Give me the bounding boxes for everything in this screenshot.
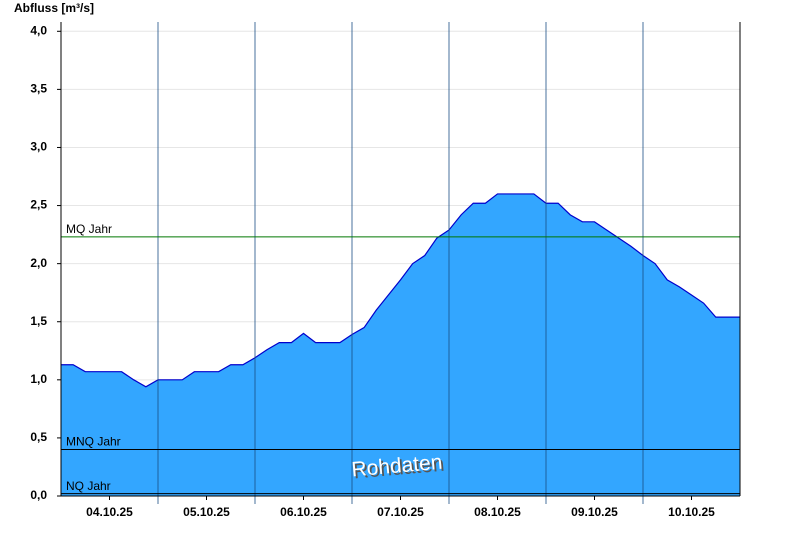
area (61, 193, 740, 497)
y-tick-label: 0,0 (30, 488, 47, 502)
y-tick-label: 1,5 (30, 314, 47, 328)
y-tick-label: 0,5 (30, 430, 47, 444)
y-tick-label: 4,0 (30, 23, 47, 37)
chart-title: Abfluss [m³/s] (14, 1, 94, 15)
y-tick-label: 3,0 (30, 140, 47, 154)
x-tick-label: 08.10.25 (474, 505, 521, 519)
x-tick-label: 10.10.25 (668, 505, 715, 519)
reference-label: NQ Jahr (66, 479, 111, 493)
y-tick-label: 1,0 (30, 372, 47, 386)
line (61, 193, 740, 388)
reference-label: MNQ Jahr (66, 435, 121, 449)
x-tick-label: 05.10.25 (183, 505, 230, 519)
reference-label: MQ Jahr (66, 222, 112, 236)
x-tick-label: 06.10.25 (280, 505, 327, 519)
x-tick-label: 09.10.25 (571, 505, 618, 519)
y-tick-label: 2,5 (30, 198, 47, 212)
x-tick-label: 07.10.25 (377, 505, 424, 519)
y-tick-label: 2,0 (30, 256, 47, 270)
x-tick-label: 04.10.25 (86, 505, 133, 519)
y-tick-label: 3,5 (30, 82, 47, 96)
